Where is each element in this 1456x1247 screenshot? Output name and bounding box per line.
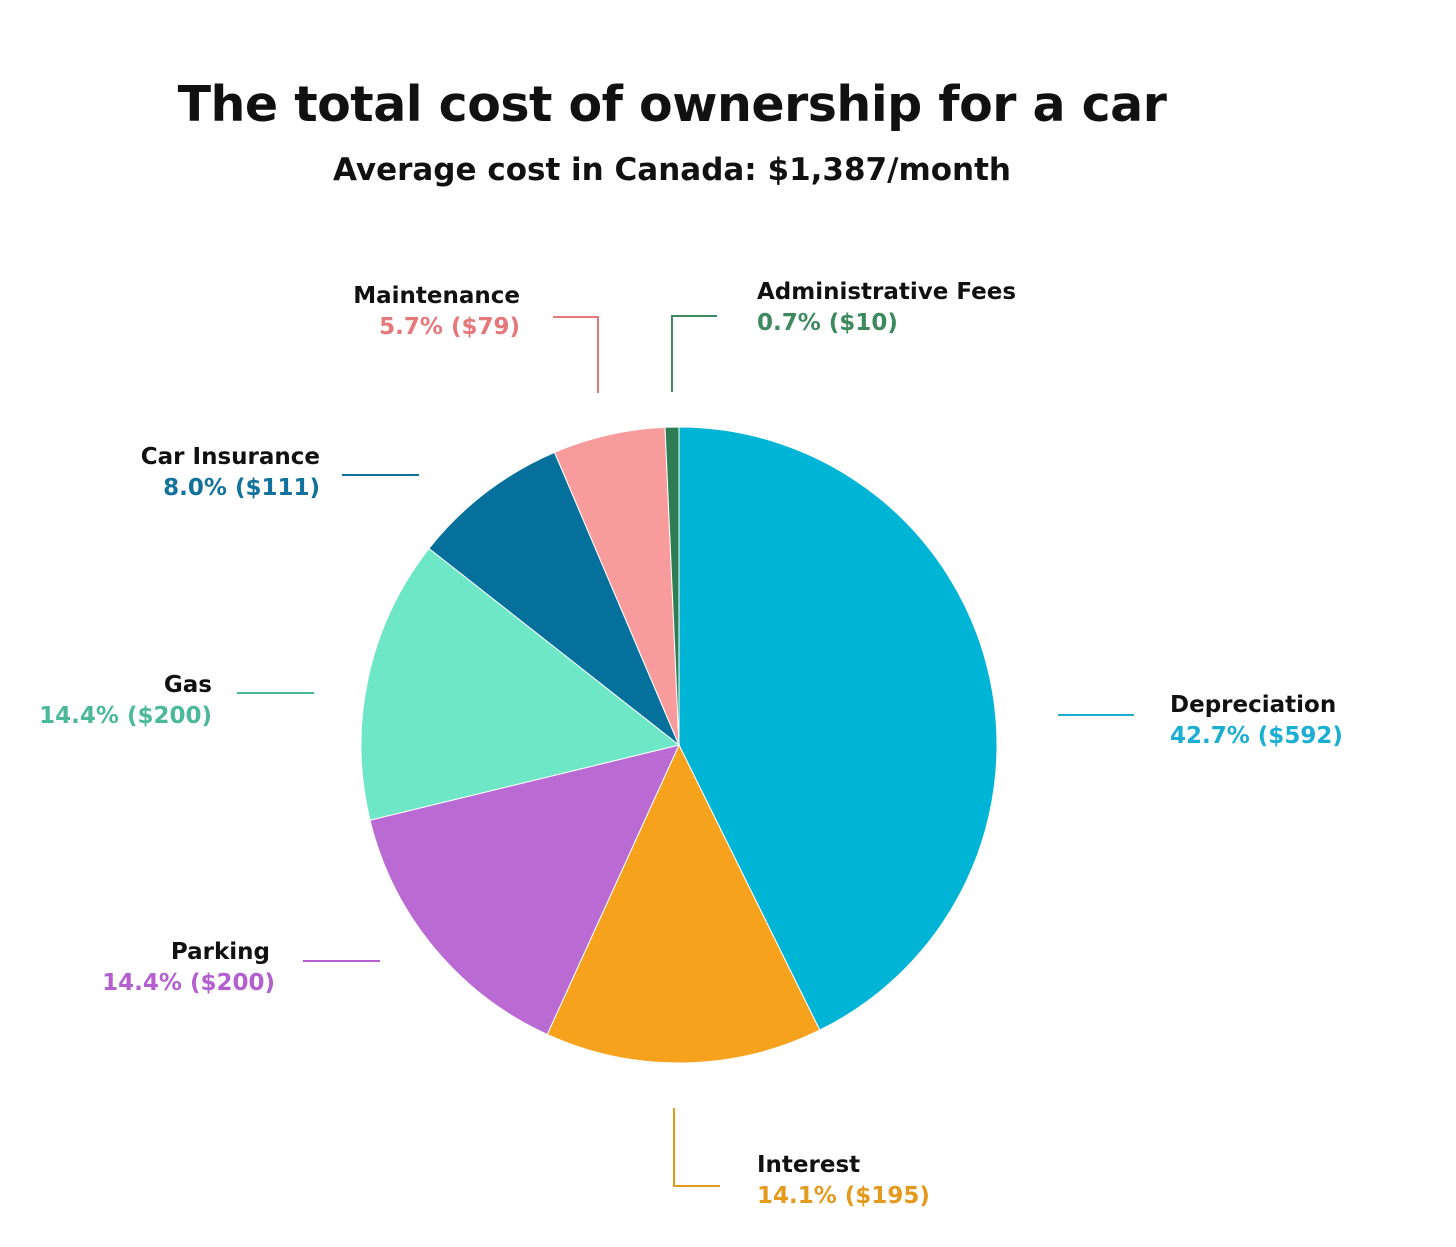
label-admin-fees-name: Administrative Fees	[757, 279, 1016, 305]
label-interest-name: Interest	[757, 1152, 860, 1178]
label-admin-fees-value: 0.7% ($10)	[757, 310, 898, 336]
chart-title: The total cost of ownership for a car	[177, 76, 1167, 133]
pie-slice-administrative-fees	[664, 426, 680, 746]
slice-labels: Depreciation 42.7% ($592) Interest 14.1%…	[39, 279, 1343, 1209]
label-car-insurance-name: Car Insurance	[141, 444, 320, 470]
label-maintenance-value: 5.7% ($79)	[379, 314, 520, 340]
leader-lines	[237, 315, 1134, 1187]
pie-slice-gas	[360, 547, 681, 821]
leader-line-admin-fees	[671, 315, 717, 392]
leader-line-maintenance	[553, 316, 599, 393]
label-depreciation-value: 42.7% ($592)	[1170, 723, 1343, 749]
pie-slice-parking	[369, 744, 680, 1036]
leader-line-interest	[673, 1108, 720, 1187]
chart-subtitle: Average cost in Canada: $1,387/month	[332, 152, 1012, 188]
label-interest-value: 14.1% ($195)	[757, 1183, 930, 1209]
pie-slice-car-insurance	[428, 451, 680, 746]
label-gas-value: 14.4% ($200)	[39, 703, 212, 729]
label-car-insurance-value: 8.0% ($111)	[163, 475, 320, 501]
pie-slice-depreciation	[678, 426, 998, 1031]
pie-slice-interest	[546, 743, 821, 1064]
label-gas-name: Gas	[164, 672, 212, 698]
label-parking-name: Parking	[171, 939, 270, 965]
label-maintenance-name: Maintenance	[353, 283, 520, 309]
label-depreciation-name: Depreciation	[1170, 692, 1336, 718]
label-parking-value: 14.4% ($200)	[102, 970, 275, 996]
pie-slices	[360, 426, 998, 1064]
